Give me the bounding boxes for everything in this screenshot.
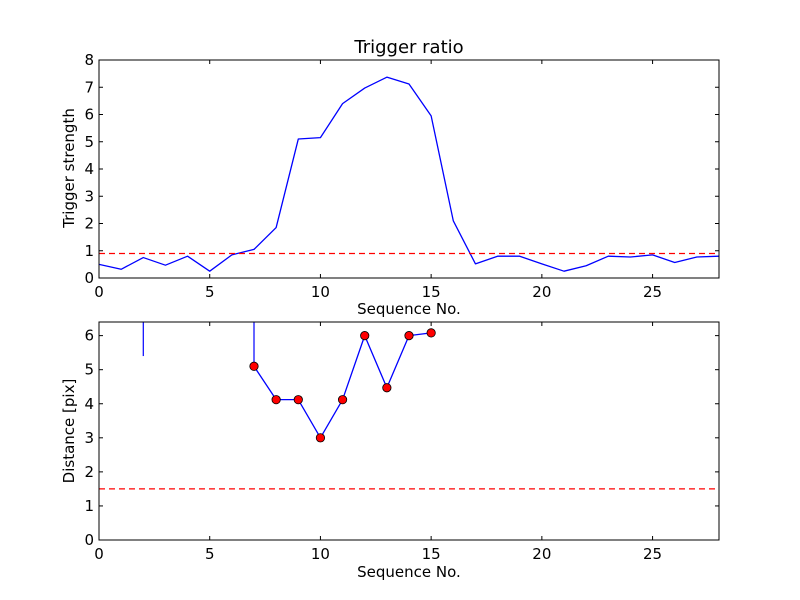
y-tick-label: 1: [84, 497, 94, 515]
y-tick-label: 5: [84, 133, 94, 151]
y-tick-label: 0: [84, 531, 94, 549]
chart-distance: 0 5 10 15 20 25 0 1 2 3 4 5 6 Sequence No. Distance …: [60, 321, 720, 581]
data-layer: [99, 322, 719, 490]
data-point: [382, 383, 392, 393]
y-tick-label: 4: [84, 160, 94, 178]
series-line: [99, 76, 719, 272]
x-tick-label: 10: [311, 545, 330, 563]
x-tick-label: 0: [94, 283, 104, 301]
x-tick-label: 20: [532, 283, 551, 301]
plot-area: [98, 59, 720, 279]
plot-frame: [98, 321, 720, 541]
data-point: [404, 331, 414, 341]
y-tick-label: 3: [84, 187, 94, 205]
data-point: [337, 395, 348, 405]
x-tick-label: 25: [643, 283, 662, 301]
y-tick-label: 2: [84, 463, 94, 481]
plot-area: [98, 321, 720, 541]
chart-title: Trigger ratio: [353, 37, 463, 58]
y-axis-label: Trigger strength: [60, 108, 78, 229]
plot-background: [99, 322, 719, 540]
data-point: [360, 331, 370, 341]
y-tick-label: 6: [84, 106, 94, 124]
plot-background: [99, 60, 719, 278]
x-tick-label: 10: [311, 283, 330, 301]
x-tick-label: 15: [422, 283, 441, 301]
y-tick-label: 6: [84, 327, 94, 345]
y-tick-label: 7: [84, 78, 94, 96]
data-point: [293, 395, 303, 405]
y-tick-label: 1: [84, 242, 94, 260]
y-tick-label: 3: [84, 429, 94, 447]
data-point: [249, 361, 259, 371]
x-tick-label: 20: [532, 545, 551, 563]
y-tick-label: 2: [84, 215, 94, 233]
axis-ticks: 0 5 10 15 20 25 0 1 2 3 4 5 6 7 8: [84, 51, 719, 301]
x-tick-label: 25: [643, 545, 662, 563]
x-tick-label: 5: [205, 545, 215, 563]
axis-ticks: 0 5 10 15 20 25 0 1 2 3 4 5 6: [84, 322, 719, 563]
x-tick-label: 0: [94, 545, 104, 563]
x-axis-label: Sequence No.: [357, 300, 461, 318]
y-axis-label: Distance [pix]: [60, 379, 78, 484]
y-tick-label: 5: [84, 361, 94, 379]
chart-trigger-ratio: Trigger ratio 0 5 10 15 20 25 0 1 2 3 4 5 6 7 8 Sequen…: [60, 37, 720, 318]
y-tick-label: 0: [84, 269, 94, 287]
data-point: [315, 433, 326, 443]
data-point: [271, 395, 281, 405]
y-tick-label: 8: [84, 51, 94, 69]
x-tick-label: 5: [205, 283, 215, 301]
y-tick-label: 4: [84, 395, 94, 413]
x-tick-label: 15: [422, 545, 441, 563]
x-axis-label: Sequence No.: [357, 563, 461, 581]
data-layer: [99, 76, 719, 272]
data-point: [426, 328, 436, 338]
